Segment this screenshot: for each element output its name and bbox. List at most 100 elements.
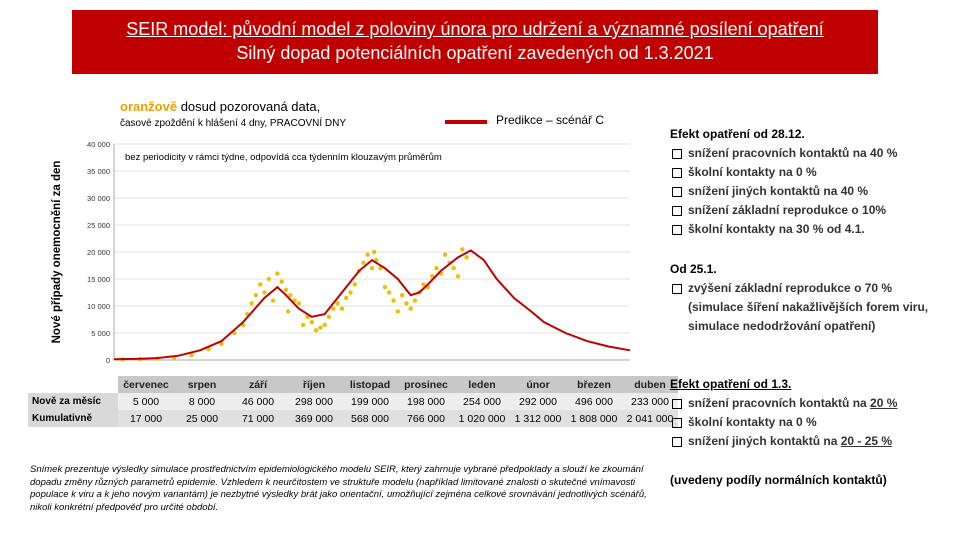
- chart-note: bez periodicity v rámci týdne, odpovídá …: [125, 152, 442, 163]
- side-list-item: snížení pracovních kontaktů na 40 %: [670, 144, 897, 163]
- month-cell: červenec: [118, 376, 174, 393]
- observed-point: [279, 279, 284, 284]
- observed-point: [322, 322, 327, 328]
- observed-point: [399, 293, 405, 298]
- title-banner: SEIR model: původní model z poloviny úno…: [72, 10, 878, 74]
- month-cell: březen: [566, 376, 622, 393]
- side-block-1-3: Efekt opatření od 1.3. snížení pracovníc…: [670, 375, 897, 451]
- observed-point: [253, 293, 259, 298]
- title-line-1: SEIR model: původní model z poloviny úno…: [126, 19, 824, 39]
- side-list: zvýšení základní reprodukce o 70 % (simu…: [670, 279, 950, 336]
- table-cell: 1 312 000: [510, 410, 566, 427]
- observed-point: [326, 314, 332, 319]
- side-list-item: snížení jiných kontaktů na 20 - 25 %: [670, 432, 897, 451]
- observed-point: [335, 301, 340, 306]
- observed-point: [189, 352, 194, 358]
- side-list-item: školní kontakty na 0 %: [670, 163, 897, 182]
- side-list-item: snížení základní reprodukce o 10%: [670, 201, 897, 220]
- y-tick-label: 20 000: [87, 248, 110, 257]
- y-tick-label: 40 000: [87, 140, 110, 149]
- observed-point: [434, 266, 439, 271]
- table-cell: 199 000: [342, 393, 398, 410]
- observed-point: [455, 274, 461, 279]
- observed-point: [412, 298, 418, 303]
- observed-point: [249, 301, 254, 306]
- row-label: Kumulativně: [28, 410, 118, 427]
- summary-table: červenec srpen září říjen listopad prosi…: [28, 376, 678, 427]
- observed-point: [348, 290, 353, 295]
- legend-observed: oranžově dosud pozorovaná data,: [120, 99, 320, 114]
- side-block-28-12: Efekt opatření od 28.12. snížení pracovn…: [670, 125, 897, 239]
- disclaimer-note: Snímek prezentuje výsledky simulace pros…: [30, 464, 647, 513]
- table-cell: 766 000: [398, 410, 454, 427]
- observed-point: [344, 295, 349, 301]
- table-cell: 233 000: [622, 393, 678, 410]
- table-cell: 568 000: [342, 410, 398, 427]
- observed-point: [369, 266, 375, 271]
- observed-point: [301, 322, 306, 328]
- observed-point: [331, 306, 336, 311]
- month-cell: srpen: [174, 376, 230, 393]
- y-tick-label: 5 000: [91, 329, 110, 338]
- y-tick-label: 0: [106, 356, 110, 365]
- table-cell: 292 000: [510, 393, 566, 410]
- y-tick-label: 35 000: [87, 167, 110, 176]
- observed-point: [258, 282, 263, 287]
- month-cell: leden: [454, 376, 510, 393]
- observed-point: [313, 328, 319, 333]
- table-cell: 254 000: [454, 393, 510, 410]
- observed-point: [387, 290, 392, 295]
- observed-point: [404, 301, 409, 306]
- observed-point: [288, 293, 293, 298]
- table-cell: 17 000: [118, 410, 174, 427]
- y-tick-label: 15 000: [87, 275, 110, 284]
- table-header-row: červenec srpen září říjen listopad prosi…: [28, 376, 678, 393]
- observed-point: [408, 306, 413, 311]
- table-cell: 71 000: [230, 410, 286, 427]
- observed-point: [460, 247, 465, 252]
- month-cell: září: [230, 376, 286, 393]
- observed-point: [451, 266, 456, 271]
- side-list-item: zvýšení základní reprodukce o 70 % (simu…: [670, 279, 950, 336]
- side-list: snížení pracovních kontaktů na 20 % škol…: [670, 394, 897, 451]
- observed-point: [275, 271, 280, 276]
- observed-point: [395, 309, 400, 314]
- side-list-item: snížení jiných kontaktů na 40 %: [670, 182, 897, 201]
- side-list: snížení pracovních kontaktů na 40 % škol…: [670, 144, 897, 239]
- table-cell: 1 808 000: [566, 410, 622, 427]
- observed-point: [296, 301, 302, 306]
- legend-prediction-swatch: [445, 120, 487, 124]
- month-cell: listopad: [342, 376, 398, 393]
- observed-point: [442, 252, 448, 257]
- observed-point: [361, 260, 366, 265]
- observed-point: [219, 341, 224, 346]
- month-cell: duben: [622, 376, 678, 393]
- month-cell: prosinec: [398, 376, 454, 393]
- side-block-25-1: Od 25.1. zvýšení základní reprodukce o 7…: [670, 260, 950, 336]
- observed-point: [266, 276, 271, 282]
- table-cell: 198 000: [398, 393, 454, 410]
- legend-prediction-label: Predikce – scénář C: [496, 113, 605, 127]
- observed-point: [352, 282, 357, 287]
- table-cell: 2 041 000: [622, 410, 678, 427]
- observed-point: [283, 287, 289, 292]
- observed-point: [270, 298, 276, 303]
- observed-point: [421, 282, 426, 287]
- table-cell: 46 000: [230, 393, 286, 410]
- table-corner: [28, 376, 118, 393]
- side-block-header: Od 25.1.: [670, 262, 717, 276]
- table-row: Nově za měsíc 5 000 8 000 46 000 298 000…: [28, 393, 678, 410]
- side-list-item: školní kontakty na 0 %: [670, 413, 897, 432]
- table-cell: 298 000: [286, 393, 342, 410]
- row-label: Nově za měsíc: [28, 393, 118, 410]
- table-row: Kumulativně 17 000 25 000 71 000 369 000…: [28, 410, 678, 427]
- month-cell: říjen: [286, 376, 342, 393]
- legend-observed-sub: časové zpoždění k hlášení 4 dny, PRACOVN…: [120, 118, 347, 129]
- table-cell: 8 000: [174, 393, 230, 410]
- observed-point: [339, 306, 345, 311]
- observed-point: [318, 325, 323, 330]
- side-list-item: snížení pracovních kontaktů na 20 %: [670, 394, 897, 413]
- observed-point: [309, 320, 314, 325]
- table-cell: 25 000: [174, 410, 230, 427]
- table-cell: 1 020 000: [454, 410, 510, 427]
